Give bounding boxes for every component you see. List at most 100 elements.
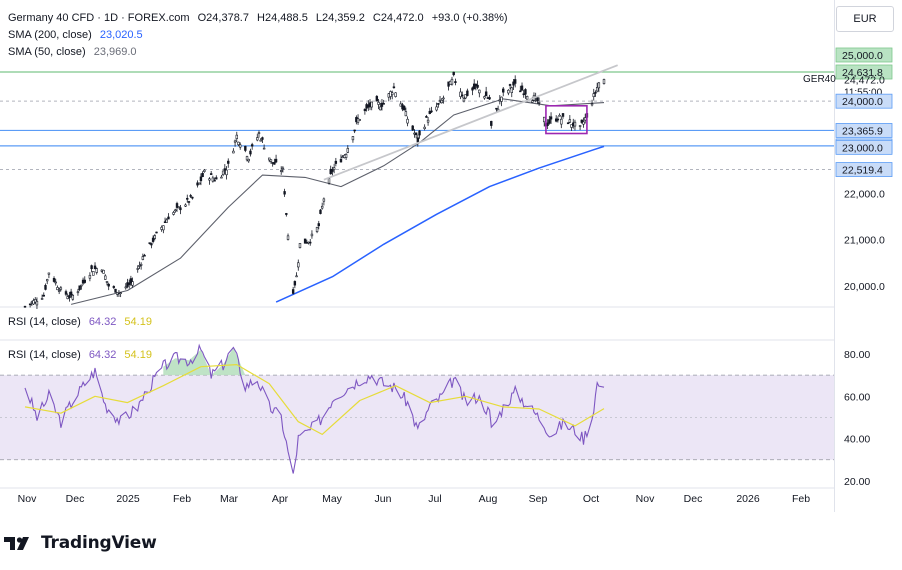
candle-body — [303, 238, 307, 244]
candle-body — [262, 147, 266, 150]
price-badge-label: 23,000.0 — [842, 142, 883, 154]
candle-body — [594, 91, 597, 94]
candle-body — [279, 170, 283, 172]
candle-body — [199, 176, 203, 182]
candle-body — [68, 295, 71, 298]
candle-body — [201, 173, 204, 178]
candle-body — [537, 101, 541, 104]
change-value: +93.0 (+0.38%) — [431, 12, 508, 24]
price-badge — [835, 139, 893, 155]
candle-body — [105, 281, 109, 283]
time-tick-label: Feb — [173, 493, 191, 505]
candle-body — [293, 281, 297, 286]
candle-body — [454, 81, 457, 84]
sma200-legend[interactable]: SMA (200, close) 23,020.5 — [8, 28, 143, 42]
candle-body — [116, 292, 119, 295]
candle-body — [391, 92, 394, 96]
candle-body — [225, 169, 228, 176]
candle-body — [536, 97, 539, 102]
candle-body — [466, 90, 469, 96]
candle-body — [235, 134, 238, 139]
candle-body — [215, 177, 218, 180]
candle-body — [428, 110, 431, 114]
sma50-label: SMA (50, close) — [8, 46, 86, 58]
candle-body — [295, 275, 298, 278]
candle-body — [450, 78, 454, 85]
candle-body — [46, 279, 49, 282]
candle-body — [561, 113, 565, 117]
currency-selector[interactable]: EUR — [836, 6, 894, 32]
rsi-ma-line — [24, 364, 605, 435]
candle-body — [268, 157, 271, 161]
candle-body — [40, 298, 44, 300]
candle-body — [597, 82, 601, 89]
price-tick-label: 20,000.0 — [844, 281, 885, 293]
annotations: GER40 — [323, 64, 836, 181]
time-tick-label: Sep — [529, 493, 548, 505]
candle-body — [285, 213, 288, 215]
sma50-value: 23,969.0 — [93, 46, 137, 58]
candles — [23, 71, 606, 309]
candle-body — [442, 97, 445, 100]
candle-body — [558, 114, 561, 117]
candle-body — [131, 281, 134, 286]
candle-body — [95, 268, 98, 273]
candle-body — [344, 154, 348, 158]
candle-body — [186, 197, 189, 200]
candle-body — [317, 223, 320, 227]
rsi-ma-value-ghost: 54.19 — [124, 316, 152, 328]
time-tick-label: Jul — [428, 493, 441, 505]
candle-body — [177, 206, 180, 209]
candle-body — [520, 85, 524, 91]
candle-body — [566, 122, 570, 125]
candle-body — [322, 198, 326, 202]
price-legend: Germany 40 CFD · 1D · FOREX.com O24,378.… — [8, 11, 508, 25]
rsi-legend-ghost[interactable]: RSI (14, close) 64.32 54.19 — [8, 315, 152, 329]
candle-body — [590, 103, 594, 106]
candle-body — [187, 201, 191, 203]
candle-body — [560, 118, 563, 125]
sma50-legend[interactable]: SMA (50, close) 23,969.0 — [8, 45, 137, 59]
candle-body — [286, 235, 290, 240]
candle-body — [220, 176, 223, 179]
candle-body — [274, 158, 278, 163]
candle-body — [339, 158, 343, 163]
time-tick-label: Jun — [375, 493, 392, 505]
time-tick-label: May — [322, 493, 343, 505]
candle-body — [346, 148, 350, 153]
candle-body — [141, 256, 145, 260]
rsi-value-ghost: 64.32 — [88, 316, 117, 328]
candle-body — [358, 119, 361, 121]
current-price-label: 24,472.0 — [844, 74, 885, 86]
candle-body — [472, 83, 476, 90]
rsi-pane: 80.00 60.00 40.00 20.00 — [0, 343, 870, 488]
sma-lines — [70, 98, 605, 305]
candle-body — [139, 263, 143, 266]
time-tick-label: Aug — [479, 493, 498, 505]
candle-body — [315, 227, 319, 232]
candle-body — [602, 79, 606, 84]
time-tick-label: Mar — [220, 493, 239, 505]
price-tick-label: 22,000.0 — [844, 189, 885, 201]
price-badge — [835, 162, 893, 177]
candle-body — [546, 122, 549, 126]
rsi-legend[interactable]: RSI (14, close) 64.32 54.19 — [8, 348, 152, 362]
price-badge-label: 22,519.4 — [842, 165, 883, 177]
candle-body — [392, 86, 396, 89]
candle-body — [310, 233, 314, 237]
tradingview-logo[interactable]: TradingView — [4, 532, 157, 554]
candle-body — [414, 132, 418, 136]
consolidation-box — [545, 104, 588, 135]
price-tick-label: 21,000.0 — [844, 235, 885, 247]
symbol-title[interactable]: Germany 40 CFD · 1D · FOREX.com — [8, 12, 190, 24]
candle-body — [223, 168, 227, 171]
candle-body — [257, 132, 261, 134]
candle-body — [69, 291, 73, 296]
candle-body — [56, 287, 59, 291]
candle-body — [568, 119, 572, 123]
candle-body — [556, 118, 560, 121]
candle-body — [249, 150, 252, 155]
candle-body — [435, 106, 438, 111]
